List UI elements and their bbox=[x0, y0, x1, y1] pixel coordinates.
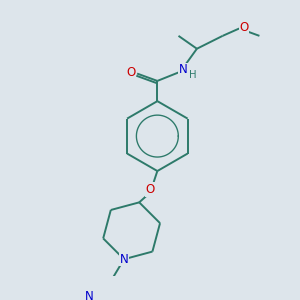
Text: H: H bbox=[190, 70, 197, 80]
Text: O: O bbox=[146, 183, 154, 196]
Text: N: N bbox=[120, 253, 128, 266]
Text: N: N bbox=[179, 63, 188, 76]
Text: O: O bbox=[239, 21, 248, 34]
Text: N: N bbox=[85, 290, 93, 300]
Text: O: O bbox=[126, 66, 135, 79]
